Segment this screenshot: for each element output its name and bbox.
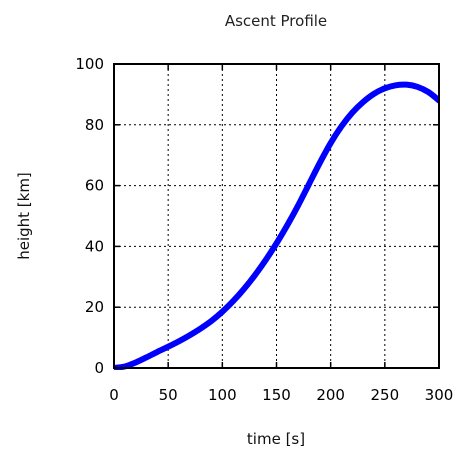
x-tick-label: 100: [208, 386, 237, 404]
x-tick-label: 150: [262, 386, 291, 404]
y-tick-label: 100: [75, 55, 104, 73]
y-tick-label: 60: [85, 177, 104, 195]
x-tick-label: 200: [316, 386, 345, 404]
series-layer: [114, 81, 439, 370]
y-tick-label: 80: [85, 116, 104, 134]
series-line: [114, 81, 439, 370]
x-tick-label: 250: [371, 386, 400, 404]
x-axis-label: time [s]: [247, 430, 305, 448]
x-tick-label: 0: [109, 386, 119, 404]
grid: [114, 64, 439, 368]
chart-title: Ascent Profile: [225, 12, 327, 30]
y-tick-label: 20: [85, 298, 104, 316]
y-tick-label: 0: [94, 359, 104, 377]
tick-labels: 0 50 100 150 200 250 300 0 20 40 60 80 100: [75, 55, 453, 404]
y-axis-label: height [km]: [15, 172, 33, 260]
y-tick-label: 40: [85, 237, 104, 255]
x-tick-label: 50: [159, 386, 178, 404]
axis-ticks: [113, 63, 440, 369]
x-tick-label: 300: [425, 386, 454, 404]
